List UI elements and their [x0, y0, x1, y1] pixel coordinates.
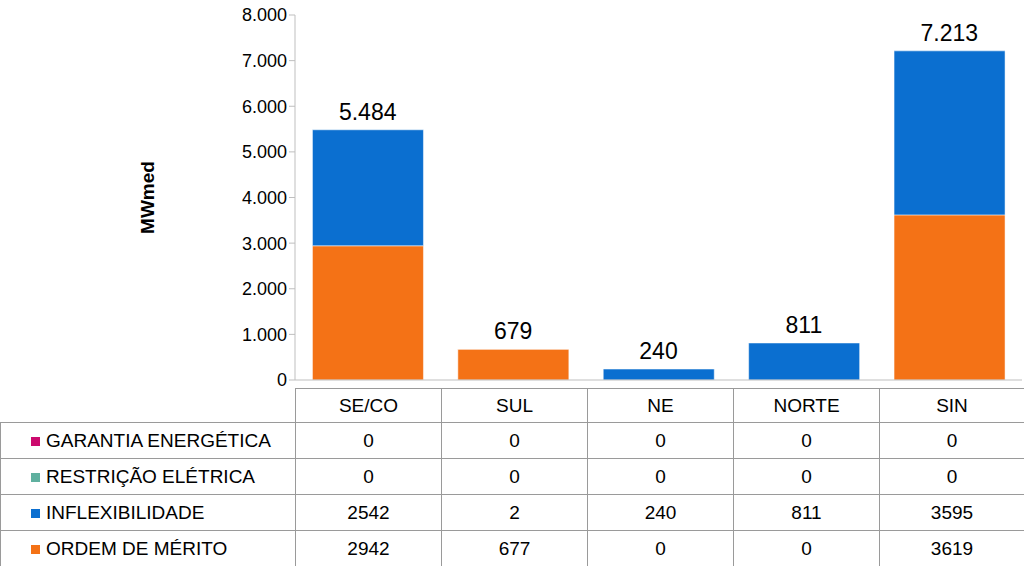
- html-text:SUL: SUL: [496, 394, 533, 416]
- svg-text:811: 811: [786, 312, 823, 338]
- svg-text:679: 679: [494, 318, 532, 344]
- html-text:0: 0: [363, 429, 374, 451]
- svg-text:2.000: 2.000: [242, 279, 287, 299]
- html-text:0: 0: [801, 537, 812, 559]
- html-text:3619: 3619: [930, 537, 974, 559]
- html-text:INFLEXIBILIDADE: INFLEXIBILIDADE: [46, 501, 205, 523]
- html-text:0: 0: [655, 429, 666, 451]
- svg-text:240: 240: [639, 338, 677, 364]
- html-text:677: 677: [498, 537, 531, 559]
- svg-text:7.213: 7.213: [921, 20, 979, 46]
- html-text:0: 0: [655, 465, 666, 487]
- html-text:GARANTIA ENERGÉTICA: GARANTIA ENERGÉTICA: [46, 429, 271, 451]
- html-text:0: 0: [363, 465, 374, 487]
- html-text:NE: NE: [647, 394, 674, 416]
- html-text:2942: 2942: [347, 537, 390, 559]
- svg-text:3.000: 3.000: [242, 234, 287, 254]
- svg-text:4.000: 4.000: [242, 188, 287, 208]
- html-text:RESTRIÇÃO ELÉTRICA: RESTRIÇÃO ELÉTRICA: [46, 465, 255, 487]
- html-text:SE/CO: SE/CO: [338, 394, 399, 416]
- html-text:3595: 3595: [930, 501, 974, 523]
- svg-text:1.000: 1.000: [242, 325, 287, 345]
- svg-text:7.000: 7.000: [242, 51, 287, 71]
- html-text:0: 0: [801, 429, 812, 451]
- svg-text:6.000: 6.000: [242, 97, 287, 117]
- html-text:0: 0: [946, 465, 958, 487]
- html-text:0: 0: [509, 429, 520, 451]
- html-text:0: 0: [801, 465, 812, 487]
- html-text:SIN: SIN: [936, 394, 968, 416]
- svg-text:5.000: 5.000: [242, 142, 287, 162]
- html-text:NORTE: NORTE: [773, 394, 840, 416]
- html-text:811: 811: [791, 501, 822, 523]
- html-text:0: 0: [509, 465, 520, 487]
- html-text:2: 2: [509, 501, 520, 523]
- html-text:0: 0: [655, 537, 666, 559]
- html-text:ORDEM DE MÉRITO: ORDEM DE MÉRITO: [46, 537, 228, 559]
- html-text:240: 240: [644, 501, 677, 523]
- svg-text:8.000: 8.000: [242, 5, 287, 25]
- svg-text:5.484: 5.484: [339, 99, 397, 125]
- html-text:0: 0: [946, 429, 958, 451]
- html-text:2542: 2542: [347, 501, 390, 523]
- svg-text:0: 0: [277, 370, 287, 390]
- svg-text:MWmed: MWmed: [137, 161, 158, 234]
